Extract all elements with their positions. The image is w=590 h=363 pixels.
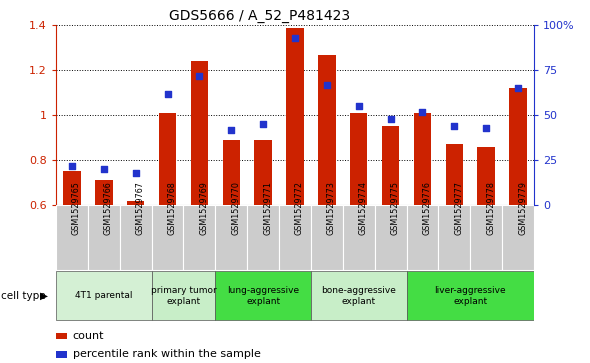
Point xyxy=(450,123,459,129)
Bar xyxy=(509,88,527,205)
Point xyxy=(354,103,363,109)
Text: GSM1529773: GSM1529773 xyxy=(327,182,336,235)
Bar xyxy=(95,180,113,205)
Point xyxy=(386,116,395,122)
Point xyxy=(258,121,268,127)
Text: GSM1529767: GSM1529767 xyxy=(136,182,145,235)
Bar xyxy=(318,54,336,205)
Point xyxy=(163,91,172,97)
Bar xyxy=(215,272,311,320)
Text: GSM1529777: GSM1529777 xyxy=(454,182,463,235)
Point xyxy=(418,109,427,115)
Text: GDS5666 / A_52_P481423: GDS5666 / A_52_P481423 xyxy=(169,9,350,23)
Point xyxy=(513,85,523,91)
Text: GSM1529765: GSM1529765 xyxy=(72,182,81,235)
Bar xyxy=(152,205,183,270)
Bar xyxy=(350,113,368,205)
Text: GSM1529771: GSM1529771 xyxy=(263,182,272,235)
Text: lung-aggressive
explant: lung-aggressive explant xyxy=(227,286,299,306)
Text: GSM1529766: GSM1529766 xyxy=(104,182,113,235)
Point xyxy=(481,125,491,131)
Bar xyxy=(120,205,152,270)
Bar xyxy=(56,272,152,320)
Point xyxy=(290,35,300,41)
Text: count: count xyxy=(73,331,104,341)
Bar xyxy=(88,205,120,270)
Bar xyxy=(56,205,88,270)
Text: GSM1529768: GSM1529768 xyxy=(168,182,176,235)
Text: GSM1529770: GSM1529770 xyxy=(231,182,240,235)
Text: GSM1529769: GSM1529769 xyxy=(199,182,208,235)
Bar xyxy=(127,201,145,205)
Bar xyxy=(438,205,470,270)
Bar xyxy=(407,272,534,320)
Text: GSM1529779: GSM1529779 xyxy=(518,182,527,235)
Text: percentile rank within the sample: percentile rank within the sample xyxy=(73,349,260,359)
Bar xyxy=(445,144,463,205)
Bar xyxy=(311,205,343,270)
Point xyxy=(99,166,109,172)
Text: GSM1529775: GSM1529775 xyxy=(391,182,399,235)
Text: liver-aggressive
explant: liver-aggressive explant xyxy=(434,286,506,306)
Point xyxy=(195,73,204,79)
Bar xyxy=(311,272,407,320)
Bar xyxy=(191,61,208,205)
Bar xyxy=(159,113,176,205)
Bar xyxy=(279,205,311,270)
Text: 4T1 parental: 4T1 parental xyxy=(75,291,133,300)
Text: ▶: ▶ xyxy=(40,291,48,301)
Point xyxy=(322,82,332,87)
Bar xyxy=(286,28,304,205)
Text: GSM1529776: GSM1529776 xyxy=(422,182,431,235)
Bar xyxy=(477,147,495,205)
Bar xyxy=(63,171,81,205)
Bar xyxy=(414,113,431,205)
Text: GSM1529772: GSM1529772 xyxy=(295,182,304,235)
Bar xyxy=(222,140,240,205)
Point xyxy=(131,170,140,176)
Bar xyxy=(407,205,438,270)
Bar xyxy=(375,205,407,270)
Bar xyxy=(152,272,215,320)
Bar xyxy=(470,205,502,270)
Text: primary tumor
explant: primary tumor explant xyxy=(150,286,217,306)
Text: GSM1529774: GSM1529774 xyxy=(359,182,368,235)
Point xyxy=(227,127,236,132)
Bar xyxy=(343,205,375,270)
Point xyxy=(67,163,77,168)
Text: bone-aggressive
explant: bone-aggressive explant xyxy=(322,286,396,306)
Bar xyxy=(183,205,215,270)
Bar xyxy=(382,126,399,205)
Text: cell type: cell type xyxy=(1,291,46,301)
Text: GSM1529778: GSM1529778 xyxy=(486,182,495,235)
Bar xyxy=(247,205,279,270)
Bar xyxy=(215,205,247,270)
Bar xyxy=(254,140,272,205)
Bar xyxy=(502,205,534,270)
